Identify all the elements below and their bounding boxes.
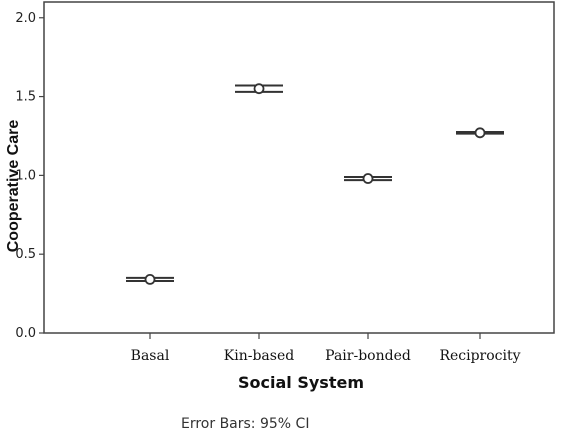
x-axis-ticks: Basal Kin-based Pair-bonded Reciprocity — [131, 333, 521, 364]
mean-marker — [144, 274, 156, 285]
mean-marker — [253, 83, 265, 95]
data-marks — [126, 83, 504, 285]
y-tick-label: 0.5 — [15, 247, 36, 262]
y-tick-label: 0.0 — [15, 326, 36, 341]
errorbar-point — [235, 83, 283, 95]
x-tick-label: Reciprocity — [439, 348, 520, 364]
errorbar-point — [126, 274, 174, 285]
x-tick-label: Kin-based — [224, 348, 294, 364]
mean-marker — [474, 127, 486, 139]
y-tick-label: 1.0 — [15, 168, 36, 183]
x-tick-label: Pair-bonded — [325, 348, 411, 364]
errorbar-point — [456, 127, 504, 139]
error-bars-footnote: Error Bars: 95% CI — [181, 416, 309, 432]
y-axis-ticks: 0.0 0.5 1.0 1.5 2.0 — [15, 11, 44, 341]
mean-marker — [362, 173, 374, 184]
x-tick-label: Basal — [131, 348, 170, 364]
plot-frame — [43, 1, 555, 334]
errorbar-point — [344, 173, 392, 184]
y-tick-label: 1.5 — [15, 90, 36, 105]
y-axis-title: Cooperative Care — [5, 120, 22, 253]
x-axis-title: Social System — [238, 373, 364, 392]
y-tick-label: 2.0 — [15, 11, 36, 26]
